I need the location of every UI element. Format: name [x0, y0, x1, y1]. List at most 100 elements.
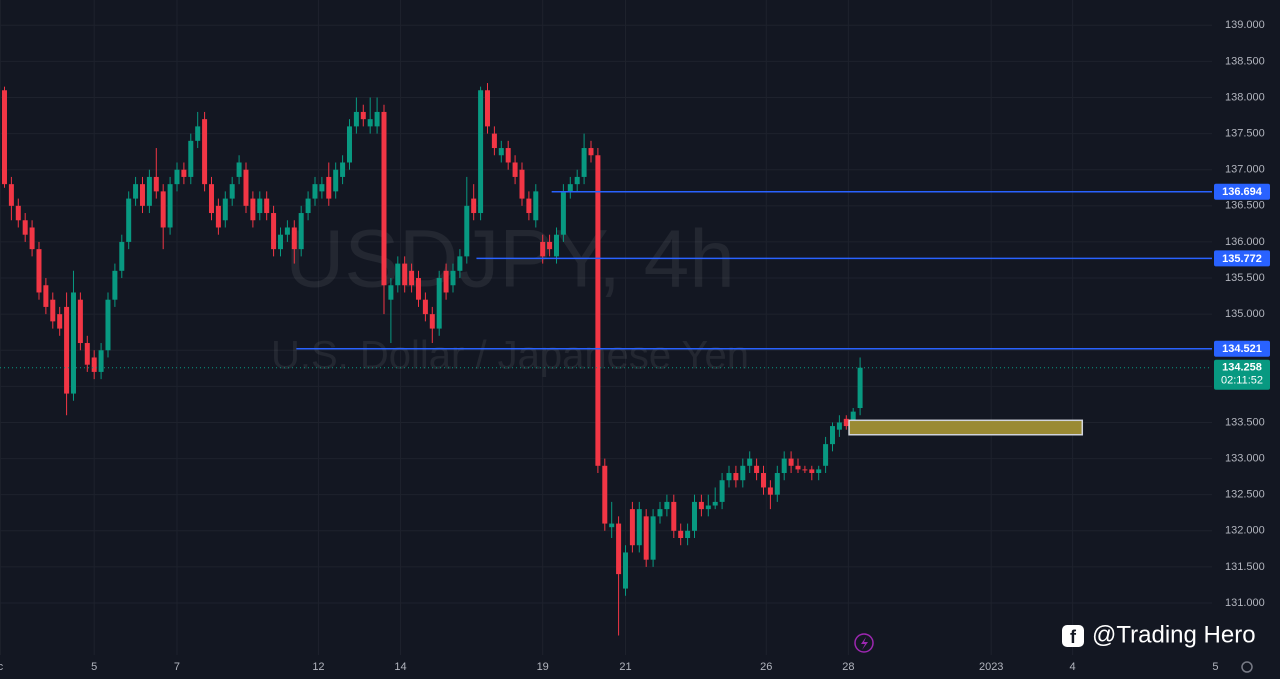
candle-body — [360, 111, 366, 120]
last-price-label: 134.258 — [1222, 362, 1262, 374]
candle-body — [540, 241, 546, 257]
candle-body — [719, 480, 725, 502]
candle-body — [215, 205, 221, 228]
candle-body — [484, 90, 490, 127]
candle-body — [657, 509, 663, 517]
candle-body — [664, 501, 670, 510]
candle-body — [160, 191, 166, 228]
y-tick-label: 133.500 — [1225, 416, 1265, 428]
candle-body — [284, 227, 290, 235]
candle-body — [671, 501, 677, 531]
candle-body — [685, 530, 691, 539]
y-tick-label: 131.000 — [1225, 597, 1265, 609]
candle-body — [402, 263, 408, 286]
candle-body — [57, 314, 63, 329]
candle-body — [395, 263, 401, 286]
candle-body — [809, 469, 815, 474]
candle-body — [643, 516, 649, 560]
candle-body — [381, 111, 387, 286]
candle-body — [222, 198, 228, 221]
y-tick-label: 135.500 — [1225, 272, 1265, 284]
watermark-subtitle: U.S. Dollar / Japanese Yen — [271, 334, 749, 378]
candle-body — [340, 162, 346, 177]
candle-body — [77, 299, 83, 344]
y-tick-label: 136.000 — [1225, 236, 1265, 248]
time-axis — [0, 655, 1212, 679]
candle-body — [629, 509, 635, 546]
candle-body — [691, 501, 697, 531]
candle-body — [857, 367, 863, 409]
price-tag-label: 136.694 — [1222, 186, 1263, 198]
candle-body — [64, 306, 70, 394]
candle-body — [264, 198, 270, 214]
x-tick-label: 19 — [537, 661, 549, 673]
candle-body — [795, 465, 801, 470]
candle-body — [526, 198, 532, 214]
y-tick-label: 137.000 — [1225, 164, 1265, 176]
watermark-handle: @Trading Hero — [1092, 621, 1256, 648]
candle-body — [50, 299, 56, 322]
candle-body — [464, 205, 470, 257]
y-tick-label: 139.000 — [1225, 19, 1265, 31]
candle-body — [319, 184, 325, 192]
candle-body — [774, 473, 780, 495]
candle-body — [229, 184, 235, 199]
last-price-tag — [1214, 359, 1270, 390]
alert-bolt — [861, 637, 868, 650]
x-tick-label: 12 — [312, 661, 324, 673]
candle-body — [353, 111, 359, 127]
y-tick-label: 132.000 — [1225, 525, 1265, 537]
alert-icon[interactable] — [854, 633, 874, 653]
candle-body — [181, 169, 187, 177]
candle-body — [236, 162, 242, 177]
candle-body — [257, 198, 263, 214]
candle-body — [457, 256, 463, 271]
candle-body — [119, 241, 125, 271]
candle-body — [843, 418, 849, 427]
candle-body — [70, 292, 76, 394]
x-tick-label: 4 — [1070, 661, 1076, 673]
y-tick-label: 138.500 — [1225, 55, 1265, 67]
price-tag — [1214, 250, 1270, 267]
axes: 131.000 131.500 132.000 132.500 133.000 133.5… — [0, 19, 1270, 673]
x-tick-label: 21 — [619, 661, 631, 673]
y-tick-label: 136.500 — [1225, 200, 1265, 212]
candle-body — [188, 140, 194, 177]
candle-body — [202, 119, 208, 185]
candle-body — [208, 184, 214, 214]
candle-body — [326, 176, 332, 199]
zone-box — [848, 419, 1084, 436]
settings-icon[interactable] — [1241, 661, 1253, 673]
candle-body — [560, 191, 566, 235]
x-tick-label: 2023 — [979, 661, 1003, 673]
x-tick-label: 5 — [91, 661, 97, 673]
candle-body — [733, 473, 739, 481]
candle-body — [622, 552, 628, 589]
candle-body — [277, 234, 283, 250]
candle-body — [705, 505, 711, 510]
facebook-icon — [1062, 625, 1084, 647]
candle-body — [616, 523, 622, 575]
candle-body — [567, 184, 573, 192]
candle-body — [250, 198, 256, 221]
candle-body — [553, 234, 559, 257]
candle-body — [767, 487, 773, 495]
x-tick-label: 7 — [174, 661, 180, 673]
candle-body — [153, 176, 159, 192]
y-tick-label: 137.500 — [1225, 128, 1265, 140]
candle-body — [712, 501, 718, 506]
candle-body — [788, 458, 794, 466]
candle-body — [388, 285, 394, 300]
candle-body — [650, 516, 656, 560]
candle-body — [36, 249, 42, 293]
grid — [0, 0, 1216, 655]
candle-body — [374, 111, 380, 127]
candle-body — [836, 422, 842, 430]
y-tick-label: 138.000 — [1225, 91, 1265, 103]
candle-body — [422, 299, 428, 315]
x-tick-label: 5 — [1212, 661, 1218, 673]
candle-body — [512, 162, 518, 177]
candle-body — [519, 169, 525, 199]
x-tick-label: 28 — [842, 661, 854, 673]
